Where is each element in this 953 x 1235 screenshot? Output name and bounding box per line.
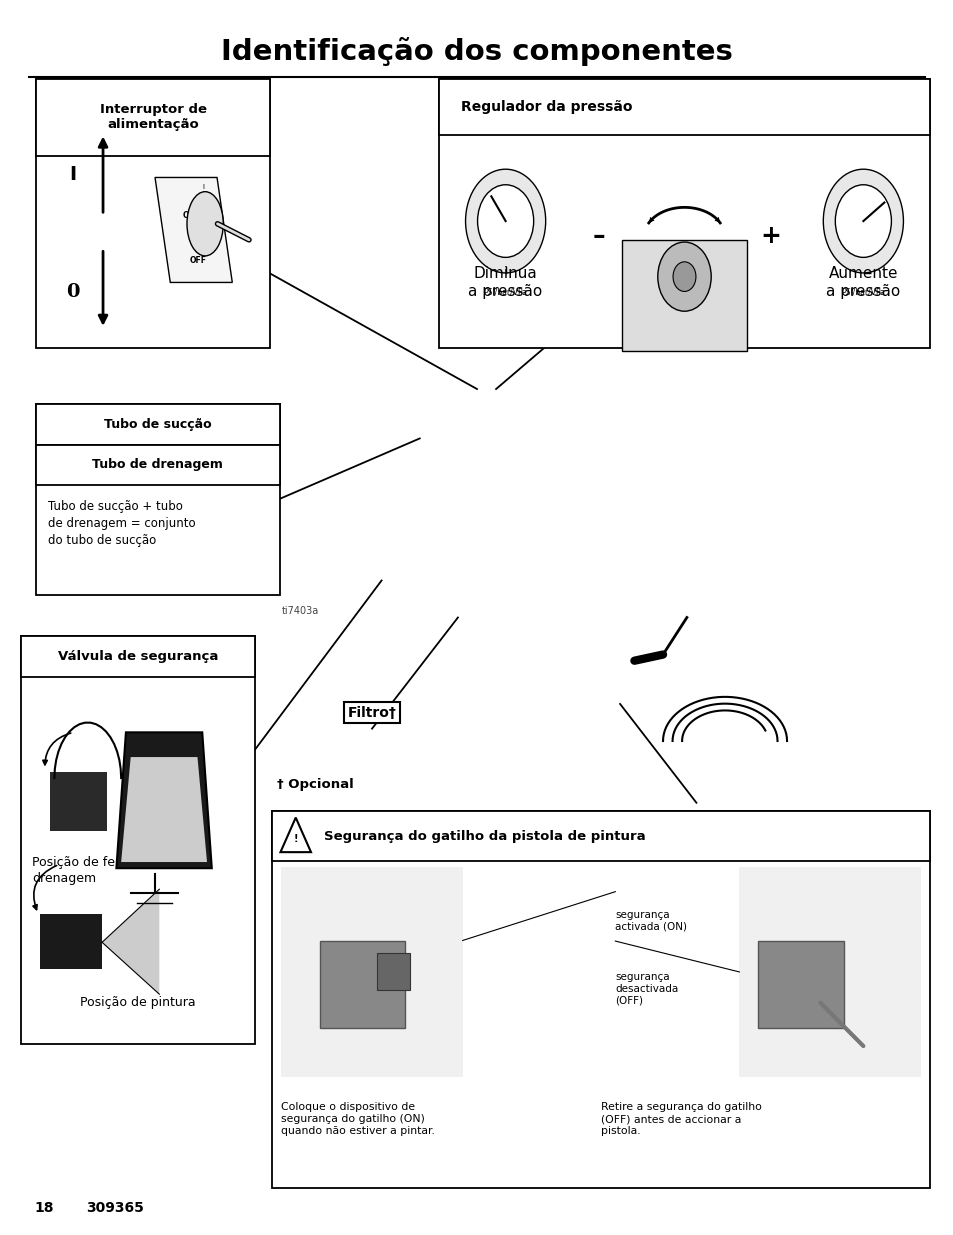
Bar [272,811,929,1188]
Text: I: I [69,165,76,184]
Text: OFF: OFF [190,257,207,266]
Text: –: – [592,224,604,248]
Text: I: I [202,184,204,190]
Bar [438,79,929,348]
Text: Posição de pintura: Posição de pintura [80,995,195,1009]
Bar [319,941,405,1028]
Text: Regulador da pressão: Regulador da pressão [461,100,632,114]
Text: Retire a segurança do gatilho
(OFF) antes de accionar a
pistola.: Retire a segurança do gatilho (OFF) ante… [600,1102,761,1136]
Bar [281,867,462,1077]
Text: Segurança do gatilho da pistola de pintura: Segurança do gatilho da pistola de pintu… [324,830,645,842]
Bar [438,79,929,135]
Bar [272,811,929,861]
Text: Posição de ferrar/
drenagem: Posição de ferrar/ drenagem [32,856,142,884]
Text: ON: ON [182,211,195,220]
Text: !: ! [294,834,297,844]
Bar [40,914,102,969]
Circle shape [822,169,902,273]
Text: ti7403a: ti7403a [281,606,318,616]
Text: PSI/bar/VPa: PSI/bar/VPa [841,288,884,296]
Polygon shape [280,818,311,852]
Text: † Opcional: † Opcional [276,778,353,790]
Text: 0: 0 [66,283,79,300]
Circle shape [465,169,545,273]
Text: Tubo de drenagem: Tubo de drenagem [92,458,223,472]
Text: Tubo de sucção: Tubo de sucção [104,417,212,431]
Circle shape [657,242,710,311]
Circle shape [835,185,890,257]
Text: Aumente
a pressão: Aumente a pressão [825,267,900,299]
Polygon shape [121,757,207,862]
Text: PSI/bar/VPa: PSI/bar/VPa [483,288,527,296]
Bar [50,772,107,831]
Bar [21,636,254,1044]
Text: Válvula de segurança: Válvula de segurança [57,650,218,663]
Circle shape [672,262,695,291]
Bar [21,636,254,677]
Polygon shape [102,889,159,994]
Polygon shape [116,732,212,868]
Ellipse shape [187,191,223,256]
Text: Filtro†: Filtro† [347,705,396,720]
Text: +: + [760,224,780,248]
Text: Identificação dos componentes: Identificação dos componentes [221,37,732,67]
Bar [739,867,920,1077]
Bar [36,445,279,485]
Text: segurança
desactivada
(OFF): segurança desactivada (OFF) [615,972,678,1005]
Bar [758,941,843,1028]
Bar [36,79,270,348]
Text: 18: 18 [34,1200,53,1215]
Bar [376,953,410,990]
Bar [36,79,270,156]
Text: segurança
activada (ON): segurança activada (ON) [615,910,686,931]
Text: Tubo de sucção + tubo
de drenagem = conjunto
do tubo de sucção: Tubo de sucção + tubo de drenagem = conj… [48,500,195,547]
Polygon shape [154,178,233,283]
Bar [36,404,279,595]
Bar [622,240,746,351]
Text: Coloque o dispositivo de
segurança do gatilho (ON)
quando não estiver a pintar.: Coloque o dispositivo de segurança do ga… [281,1102,435,1136]
Circle shape [477,185,533,257]
Bar [36,404,279,445]
Text: 309365: 309365 [86,1200,144,1215]
Text: Interruptor de
alimentação: Interruptor de alimentação [99,104,207,131]
Text: Diminua
a pressão: Diminua a pressão [468,267,542,299]
